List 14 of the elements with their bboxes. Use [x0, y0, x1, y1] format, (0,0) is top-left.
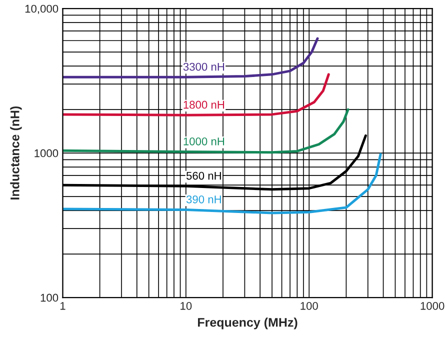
x-axis-title: Frequency (MHz) [198, 318, 298, 330]
y-tick-label: 10,000 [25, 4, 58, 14]
series-label: 3300 nH [183, 62, 224, 71]
series-label: 560 nH [186, 172, 221, 180]
series-label: 390 nH [186, 195, 221, 204]
x-tick-label: 1 [60, 302, 66, 310]
x-tick-label: 10 [180, 302, 192, 310]
x-tick-label: 1000 [420, 302, 444, 310]
x-tick-label: 100 [300, 302, 318, 310]
series-label: 1800 nH [184, 100, 224, 109]
y-tick-label: 100 [40, 294, 58, 302]
y-tick-label: 1000 [34, 149, 58, 158]
series-label: 1000 nH [184, 137, 224, 146]
y-axis-title: Inductance (nH) [10, 106, 22, 200]
